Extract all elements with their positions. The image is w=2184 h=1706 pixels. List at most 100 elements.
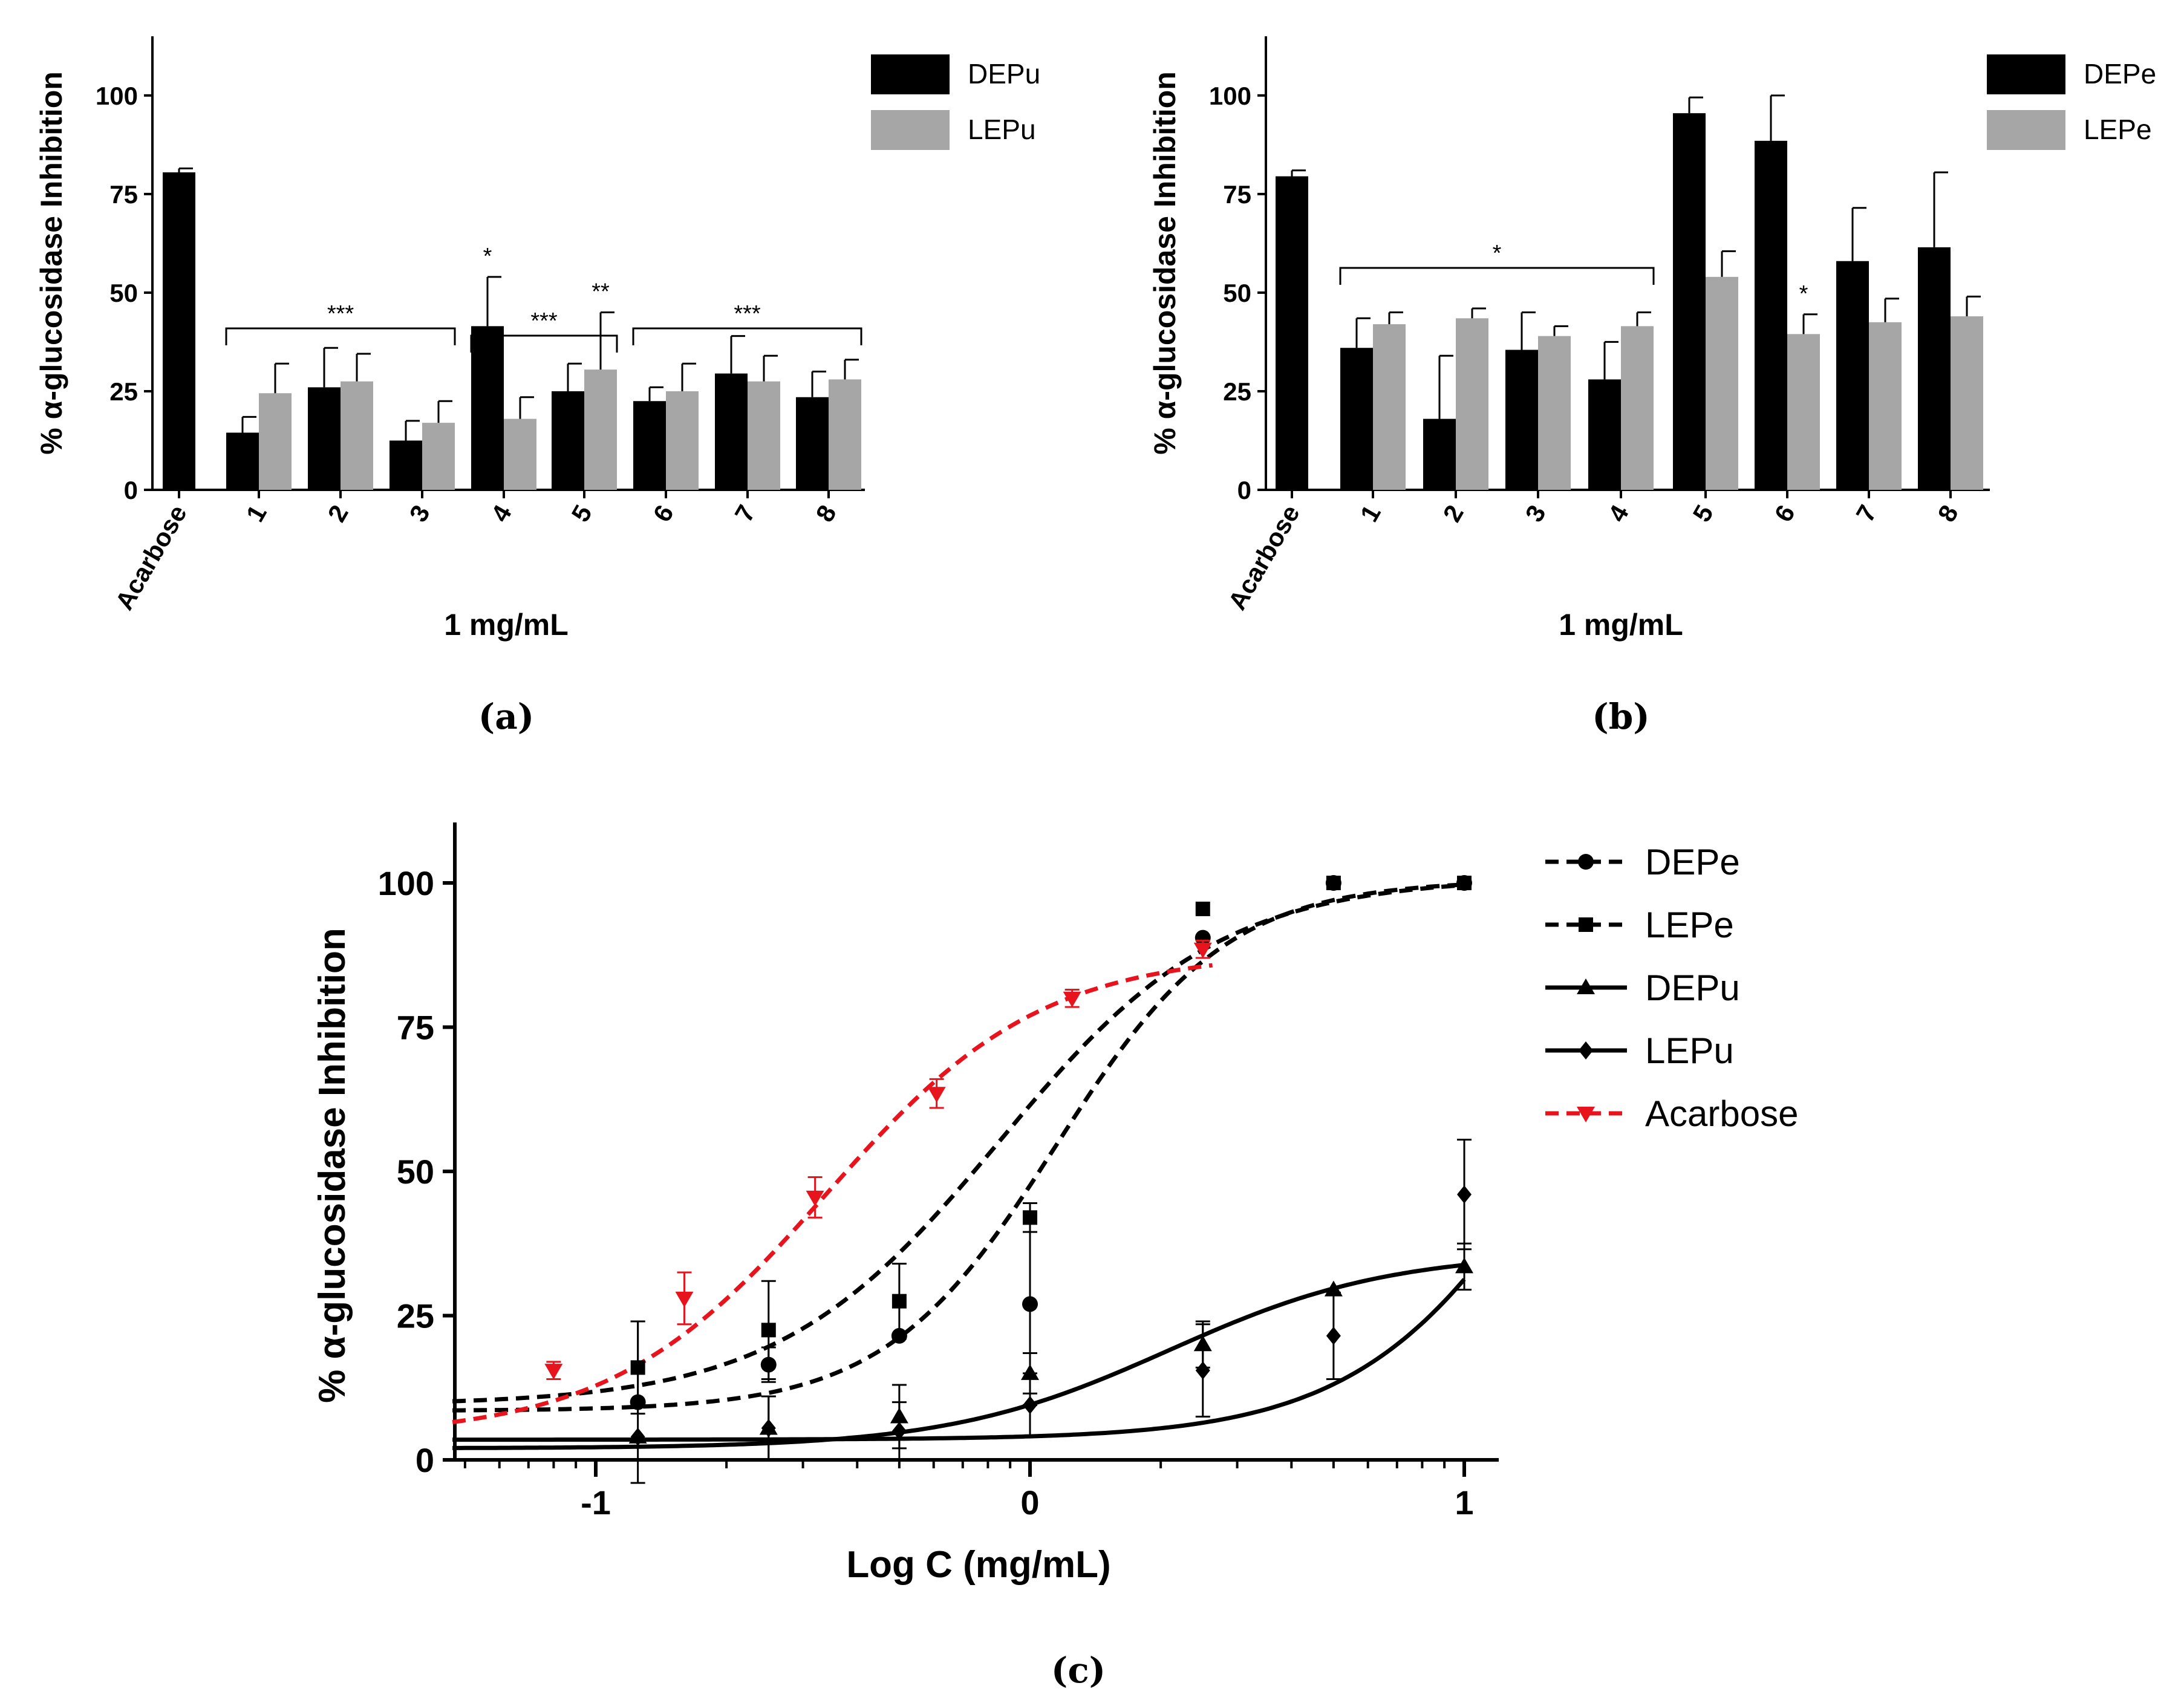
x-tick-label: 8 xyxy=(810,500,841,527)
x-tick-label: 0 xyxy=(1020,1483,1039,1522)
legend-label: DEPu xyxy=(968,58,1040,90)
bar-depu xyxy=(163,172,195,490)
significance-bracket xyxy=(632,327,862,345)
x-tick-label: 3 xyxy=(403,500,435,527)
bar-lepu xyxy=(748,381,780,490)
bar-depe xyxy=(1505,350,1538,490)
data-point-depu xyxy=(1021,1364,1039,1380)
y-tick-label: 75 xyxy=(397,1009,434,1047)
bar-lepu xyxy=(829,379,861,490)
x-tick-label: 6 xyxy=(647,500,679,527)
data-point-lepe xyxy=(892,1294,907,1309)
x-tick-label: 7 xyxy=(1850,500,1882,527)
y-tick-label: 100 xyxy=(96,82,138,110)
significance-label: *** xyxy=(530,308,558,334)
bar-depe xyxy=(1276,176,1308,490)
fit-curve-acarbose xyxy=(452,963,1213,1424)
x-axis-title: 1 mg/mL xyxy=(444,608,569,642)
bar-lepe xyxy=(1538,336,1571,490)
bar-lepe xyxy=(1787,334,1820,490)
x-tick-label: 2 xyxy=(322,500,353,527)
x-axis-title: Log C (mg/mL) xyxy=(846,1544,1110,1586)
x-tick-label: 6 xyxy=(1768,500,1800,527)
x-tick-label: 5 xyxy=(566,500,597,527)
bar-depu xyxy=(715,373,748,490)
y-tick-label: 50 xyxy=(397,1153,434,1191)
data-point-depu xyxy=(1455,1257,1473,1274)
x-tick-label: 8 xyxy=(1932,500,1963,527)
x-tick-label: Acarbose xyxy=(109,500,192,614)
data-point-lepu xyxy=(892,1422,907,1441)
x-tick-label: 3 xyxy=(1519,500,1551,527)
x-tick-label: Acarbose xyxy=(1222,500,1305,614)
bar-depe xyxy=(1755,140,1787,490)
bar-depu xyxy=(226,432,259,490)
fit-curve-lepu xyxy=(452,1278,1466,1442)
legend-label: Acarbose xyxy=(1645,1093,1798,1134)
panel-label: (c) xyxy=(1051,1650,1106,1691)
y-axis-title: % α-glucosidase Inhibition xyxy=(34,71,68,455)
legend-label: DEPu xyxy=(1645,968,1740,1008)
x-axis-title: 1 mg/mL xyxy=(1559,608,1683,642)
data-point-lepu xyxy=(1195,1361,1210,1380)
x-tick-label: 1 xyxy=(1354,500,1386,527)
fit-curve-lepe xyxy=(452,883,1465,1404)
bar-depu xyxy=(390,440,422,490)
panel-c-dose-response-chart: 0 25 50 75 100 -1 0 1 DEPe LEPe DEPu LEPu Acarbose % … xyxy=(311,822,1798,1691)
legend-swatch-lepu xyxy=(871,110,950,150)
x-tick-label: 1 xyxy=(1455,1483,1473,1522)
bar-lepe xyxy=(1373,324,1406,490)
x-tick-label: 2 xyxy=(1437,500,1468,527)
data-point-lepe xyxy=(1457,876,1472,890)
bar-lepe xyxy=(1621,326,1654,490)
data-point-lepe xyxy=(1326,876,1341,890)
significance-bracket xyxy=(470,334,618,353)
x-tick-label: 4 xyxy=(485,500,517,526)
bar-depu xyxy=(796,397,829,490)
panel-label: (a) xyxy=(478,696,534,737)
legend-swatch-lepe xyxy=(1987,110,2065,150)
x-tick-label: 1 xyxy=(240,500,272,527)
data-point-lepu xyxy=(1023,1396,1037,1415)
legend-swatch-depu xyxy=(871,54,950,94)
y-tick-label: 100 xyxy=(378,864,434,902)
significance-label: ** xyxy=(592,279,610,305)
y-tick-label: 50 xyxy=(109,279,138,307)
bar-depu xyxy=(308,387,341,490)
y-tick-label: 75 xyxy=(109,180,138,209)
y-tick-label: 0 xyxy=(416,1441,434,1479)
x-tick-label: 4 xyxy=(1602,500,1634,526)
fit-curve-depu xyxy=(452,1263,1465,1450)
data-point-acarbose xyxy=(675,1291,694,1307)
y-tick-label: 25 xyxy=(1223,377,1251,406)
data-point-depe xyxy=(1195,930,1211,946)
y-tick-label: 75 xyxy=(1223,180,1251,209)
panel-label: (b) xyxy=(1592,696,1649,737)
y-tick-label: 25 xyxy=(109,377,138,406)
bar-lepe xyxy=(1456,318,1488,490)
bar-lepu xyxy=(259,393,292,490)
data-point-acarbose xyxy=(1063,991,1081,1008)
data-point-lepe xyxy=(1023,1210,1037,1225)
significance-label: * xyxy=(1799,281,1808,307)
legend-label: LEPu xyxy=(968,114,1036,145)
data-point-acarbose xyxy=(927,1087,946,1103)
y-tick-label: 0 xyxy=(1237,476,1251,504)
bar-lepu xyxy=(584,370,617,490)
data-point-lepu xyxy=(761,1419,776,1437)
y-tick-label: 25 xyxy=(397,1297,434,1335)
bar-depe xyxy=(1423,418,1456,490)
y-tick-label: 0 xyxy=(124,476,138,504)
data-point-lepu xyxy=(1326,1326,1341,1345)
bar-depe xyxy=(1918,247,1951,490)
x-tick-label: 7 xyxy=(729,500,760,527)
significance-label: * xyxy=(1493,241,1502,266)
panel-b-bar-chart: 0 25 50 75 100 Acarbose 1 2 3 4 5 6 7 8 * * % α-glucosid… xyxy=(1148,36,2156,737)
legend-label: LEPe xyxy=(2084,114,2152,145)
data-point-lepe xyxy=(630,1360,645,1375)
legend-label: LEPu xyxy=(1645,1030,1734,1071)
bar-lepu xyxy=(666,391,699,490)
legend-marker-depu xyxy=(1577,978,1595,994)
bar-lepu xyxy=(422,423,455,490)
